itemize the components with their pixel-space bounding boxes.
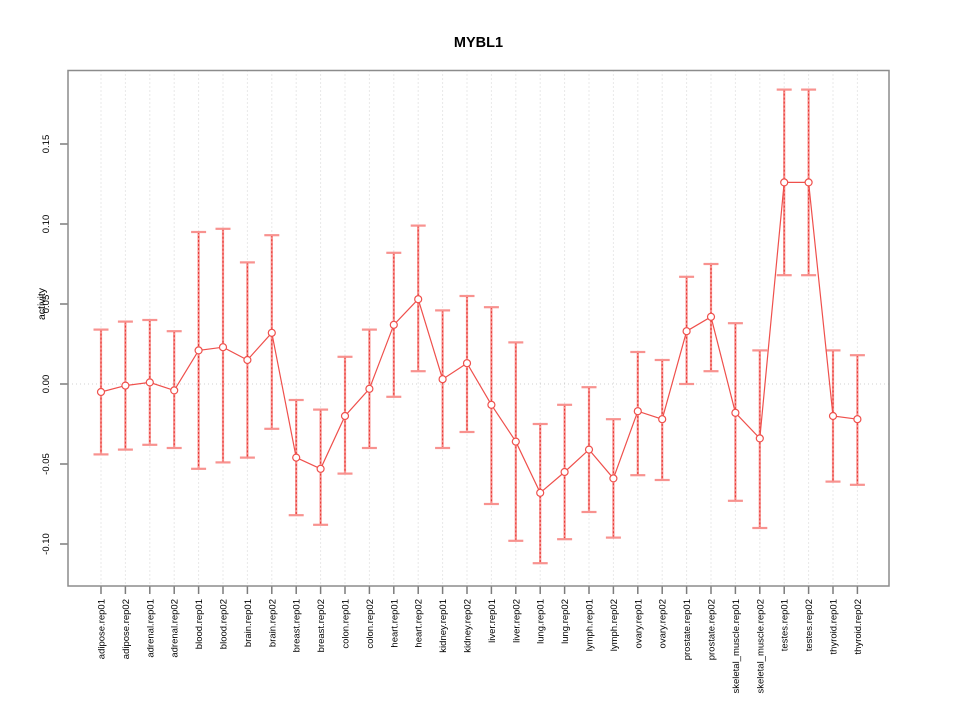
x-tick-label: heart.rep01: [389, 599, 400, 648]
y-tick-label: 0.00: [41, 375, 52, 394]
y-tick-label: 0.10: [41, 215, 52, 234]
y-tick-label: -0.10: [41, 533, 52, 555]
plot-frame: [67, 69, 890, 587]
x-tick-label: liver.rep01: [487, 599, 498, 643]
data-point: [121, 381, 130, 390]
data-point: [536, 488, 545, 497]
data-point: [194, 346, 203, 355]
data-point: [292, 453, 301, 462]
x-tick-label: lung.rep02: [560, 599, 571, 644]
x-tick-label: lymph.rep01: [585, 599, 596, 651]
x-tick-label: kidney.rep02: [463, 599, 474, 653]
plot-area: -0.10 -0.05 0.00 0.05 0.10 0.15 adipose.rep01 a…: [41, 69, 890, 694]
x-tick-label: thyroid.rep02: [853, 599, 864, 654]
x-tick-label: adipose.rep01: [97, 599, 108, 659]
data-point: [267, 328, 276, 337]
x-tick-label: liver.rep02: [511, 599, 522, 643]
x-tick-label: skeletal_muscle.rep02: [755, 599, 766, 694]
data-point: [145, 378, 154, 387]
x-tick-label: ovary.rep01: [633, 599, 644, 648]
data-point: [828, 411, 838, 421]
data-point: [438, 375, 447, 384]
chart-title: MYBL1: [454, 35, 503, 51]
x-tick-label: prostate.rep02: [707, 599, 718, 660]
x-tick-label: lung.rep01: [536, 599, 547, 644]
y-tick-label: 0.05: [41, 295, 52, 314]
x-tick-label: adrenal.rep01: [145, 599, 156, 658]
data-point: [633, 407, 642, 416]
data-point: [414, 295, 423, 304]
data-point: [804, 178, 813, 187]
data-point: [731, 408, 740, 417]
data-point: [609, 474, 618, 483]
data-point: [658, 415, 667, 424]
data-point: [462, 359, 472, 368]
x-tick-label: adrenal.rep02: [170, 599, 181, 658]
x-tick-label: skeletal_muscle.rep01: [731, 599, 742, 694]
data-point: [365, 384, 374, 393]
data-point: [755, 434, 764, 443]
data-point: [316, 464, 325, 473]
x-tick-label: adipose.rep02: [121, 599, 132, 659]
x-tick-label: testes.rep02: [804, 599, 815, 651]
data-point: [96, 387, 106, 397]
x-tick-label: blood.rep02: [219, 599, 230, 649]
series-line: [100, 181, 858, 494]
x-tick-label: colon.rep01: [341, 599, 352, 649]
x-tick-label: kidney.rep01: [438, 599, 449, 653]
data-point: [389, 320, 398, 329]
data-point: [853, 415, 862, 424]
data-point: [487, 400, 496, 409]
x-tick-label: heart.rep02: [414, 599, 425, 648]
x-tick-label: brain.rep01: [243, 599, 254, 647]
x-tick-label: breast.rep01: [292, 599, 303, 652]
x-tick-label: testes.rep01: [780, 599, 791, 651]
y-tick-label: 0.15: [41, 135, 52, 154]
x-tick-label: colon.rep02: [365, 599, 376, 649]
y-tick-label: -0.05: [41, 453, 52, 475]
data-point: [340, 411, 350, 421]
x-tick-label: brain.rep02: [267, 599, 278, 647]
data-point: [780, 178, 789, 187]
data-point: [682, 327, 691, 336]
data-point: [584, 445, 594, 454]
data-point: [511, 437, 520, 446]
data-point: [706, 312, 716, 321]
x-tick-label: thyroid.rep01: [829, 599, 840, 654]
x-tick-label: breast.rep02: [316, 599, 327, 652]
data-point: [243, 355, 252, 365]
data-point: [560, 467, 569, 477]
data-point: [218, 343, 228, 352]
x-tick-label: blood.rep01: [194, 599, 205, 649]
x-tick-label: lymph.rep02: [609, 599, 620, 651]
data-point: [170, 386, 179, 395]
x-tick-label: prostate.rep01: [682, 599, 693, 660]
x-tick-label: ovary.rep02: [658, 599, 669, 648]
y-axis-label: activity: [36, 287, 48, 320]
